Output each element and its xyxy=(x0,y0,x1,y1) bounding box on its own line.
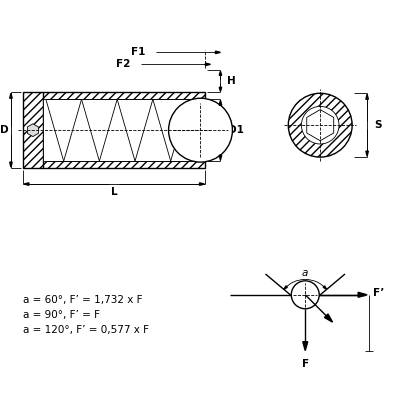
Bar xyxy=(23,92,206,168)
Polygon shape xyxy=(206,63,210,66)
Text: a = 120°, F’ = 0,577 x F: a = 120°, F’ = 0,577 x F xyxy=(23,325,149,335)
Polygon shape xyxy=(10,162,12,167)
Polygon shape xyxy=(219,100,222,105)
Text: a = 90°, F’ = F: a = 90°, F’ = F xyxy=(23,310,100,320)
Text: F2: F2 xyxy=(116,59,131,69)
Polygon shape xyxy=(366,94,368,99)
Text: S: S xyxy=(374,120,381,130)
Polygon shape xyxy=(219,155,222,160)
Circle shape xyxy=(291,281,319,309)
Text: D1: D1 xyxy=(228,125,244,135)
Polygon shape xyxy=(27,124,38,136)
Bar xyxy=(43,99,193,161)
Text: L: L xyxy=(111,187,117,197)
Text: a: a xyxy=(302,268,308,278)
Text: D: D xyxy=(0,125,8,135)
Polygon shape xyxy=(303,342,308,351)
Polygon shape xyxy=(284,286,287,290)
Polygon shape xyxy=(323,286,327,290)
Polygon shape xyxy=(219,87,222,91)
Polygon shape xyxy=(219,71,222,75)
Text: a = 60°, F’ = 1,732 x F: a = 60°, F’ = 1,732 x F xyxy=(23,295,142,305)
Polygon shape xyxy=(324,314,332,322)
Text: F’: F’ xyxy=(373,288,384,298)
Polygon shape xyxy=(10,93,12,98)
Text: H: H xyxy=(228,76,236,86)
Text: F: F xyxy=(302,359,309,369)
Polygon shape xyxy=(24,183,29,185)
Circle shape xyxy=(168,98,233,162)
Polygon shape xyxy=(366,151,368,156)
Circle shape xyxy=(288,93,352,157)
Polygon shape xyxy=(200,183,205,185)
Polygon shape xyxy=(215,51,220,54)
Circle shape xyxy=(302,106,339,144)
Text: F1: F1 xyxy=(131,47,146,57)
Polygon shape xyxy=(358,292,367,297)
